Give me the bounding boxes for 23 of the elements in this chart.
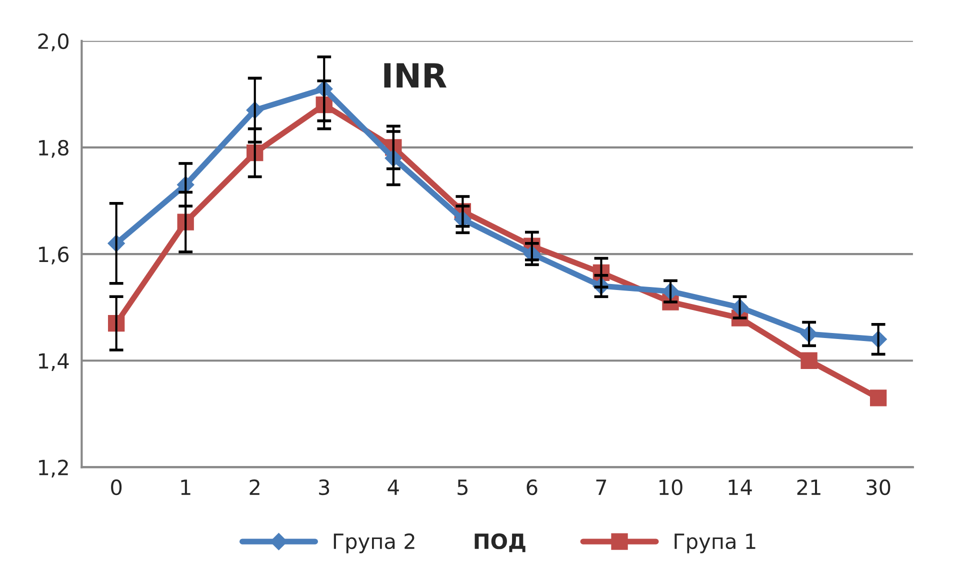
legend-label: Група 2 [334,533,414,554]
y-tick-label: 1,2 [39,460,68,478]
x-tick-label: 2 [250,479,260,495]
x-tick-label: 4 [388,480,399,495]
x-axis-title: ПОД [474,533,526,552]
x-tick-label: 14 [728,480,752,495]
x-tick-label: 3 [319,479,330,496]
y-tick-label: 1,6 [39,246,69,264]
x-tick-label: 1 [181,480,190,495]
x-tick-label: 5 [458,480,468,496]
x-tick-label: 0 [111,479,122,496]
y-tick-label: 2,0 [38,33,68,52]
point [870,390,887,406]
x-tick-label: 21 [797,479,820,495]
legend-label: Група 1 [674,534,756,554]
x-tick-label: 6 [526,479,538,496]
x-tick-label: 7 [596,480,606,495]
y-tick-label: 1,4 [39,353,69,371]
point [800,352,818,369]
y-tick-label: 1,8 [39,140,68,158]
x-tick-label: 10 [660,479,682,496]
text: INR [384,63,447,88]
x-tick-label: 30 [866,479,890,496]
